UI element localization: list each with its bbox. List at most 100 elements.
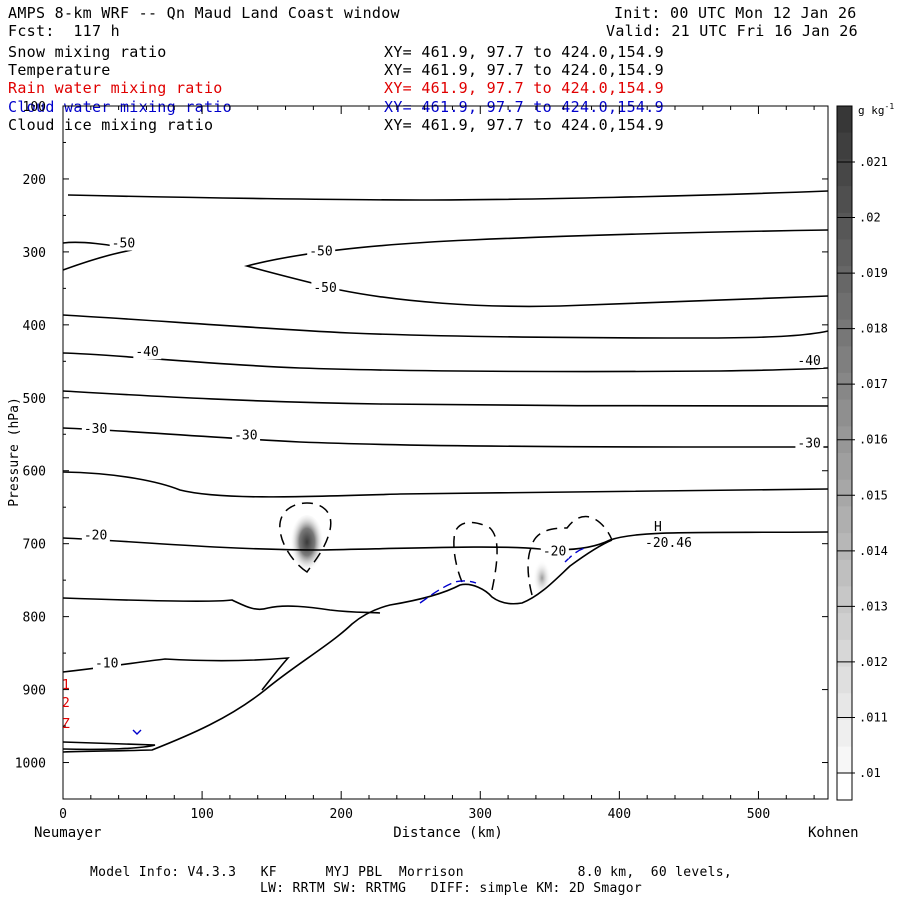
y-tick-label: 600 bbox=[23, 465, 46, 480]
x-axis-title: Distance (km) bbox=[393, 825, 503, 841]
high-marker-label: H bbox=[654, 520, 662, 535]
x-tick-label: 0 bbox=[59, 807, 67, 822]
colorbar-level-label: .01 bbox=[859, 766, 881, 780]
colorbar-swatch bbox=[837, 212, 852, 240]
x-tick-label: 500 bbox=[747, 807, 770, 822]
colorbar-level-label: .018 bbox=[859, 322, 888, 336]
colorbar-level-label: .019 bbox=[859, 266, 888, 280]
isotherm-line bbox=[67, 190, 829, 201]
model-info-line2: LW: RRTM SW: RRTMG DIFF: simple KM: 2D S… bbox=[260, 881, 642, 896]
isotherm-label: -30 bbox=[84, 422, 107, 437]
colorbar-swatch bbox=[837, 506, 852, 534]
field-name-temperature: Temperature bbox=[8, 61, 111, 79]
field-name-cloud-ice: Cloud ice mixing ratio bbox=[8, 116, 214, 134]
colorbar-level-label: .011 bbox=[859, 710, 888, 724]
cloud-water-contour bbox=[419, 580, 477, 604]
isotherm-label-bg bbox=[81, 528, 110, 543]
colorbar-swatch bbox=[837, 132, 852, 160]
colorbar-level-label: .021 bbox=[859, 155, 888, 169]
right-endpoint-label: Kohnen bbox=[808, 825, 859, 841]
isotherm-line bbox=[62, 390, 829, 407]
colorbar-swatch bbox=[837, 533, 852, 561]
field-xy-temperature: XY= 461.9, 97.7 to 424.0,154.9 bbox=[384, 61, 664, 79]
snow-contour-left bbox=[279, 502, 332, 574]
isotherm-label-bg bbox=[795, 353, 824, 368]
isotherm-label: -30 bbox=[234, 428, 257, 443]
colorbar-level-label: .02 bbox=[859, 211, 881, 225]
forecast-hour: Fcst: 117 h bbox=[8, 22, 120, 40]
isotherm-label: -50 bbox=[112, 237, 135, 252]
isotherm-line bbox=[62, 427, 828, 448]
colorbar-swatch bbox=[837, 773, 852, 801]
colorbar-swatch bbox=[837, 372, 852, 401]
field-name-snow: Snow mixing ratio bbox=[8, 43, 167, 61]
isotherm-label-bg bbox=[795, 436, 824, 451]
isotherm-label-bg bbox=[311, 281, 340, 296]
colorbar-frame bbox=[836, 105, 853, 801]
colorbar-swatch bbox=[837, 586, 852, 614]
y-tick-label: 400 bbox=[23, 319, 46, 334]
colorbar-swatch bbox=[837, 106, 852, 134]
colorbar-swatch bbox=[837, 559, 852, 587]
isotherm-line bbox=[243, 229, 829, 308]
field-xy-cloud-water: XY= 461.9, 97.7 to 424.0,154.9 bbox=[384, 98, 664, 116]
y-axis-title: Pressure (hPa) bbox=[7, 397, 22, 507]
colorbar-level-label: .014 bbox=[859, 544, 888, 558]
colorbar-swatch bbox=[837, 746, 852, 774]
y-tick-label: 900 bbox=[23, 684, 46, 699]
isotherm-label-bg bbox=[133, 345, 162, 360]
left-endpoint-label: Neumayer bbox=[34, 825, 101, 841]
isotherm-label: -30 bbox=[797, 436, 820, 451]
colorbar-units: g kg-1 bbox=[858, 102, 894, 117]
y-tick-label: 100 bbox=[23, 100, 46, 115]
colorbar-swatch bbox=[837, 693, 852, 721]
y-tick-label: 800 bbox=[23, 611, 46, 626]
rain-mark-1: 1 bbox=[62, 678, 70, 693]
field-name-cloud-water: Cloud water mixing ratio bbox=[8, 98, 232, 116]
colorbar-level-label: .017 bbox=[859, 377, 888, 391]
rain-mark-3: Z bbox=[62, 717, 70, 732]
y-tick-label: 200 bbox=[23, 173, 46, 188]
snow-contour-middle bbox=[453, 521, 498, 591]
colorbar-swatch bbox=[837, 319, 852, 347]
colorbar-swatch bbox=[837, 346, 852, 374]
colorbar-swatch bbox=[837, 453, 852, 481]
isotherm-label: -40 bbox=[797, 354, 820, 369]
x-tick-label: 200 bbox=[329, 807, 352, 822]
chart-title: AMPS 8-km WRF -- Qn Maud Land Coast wind… bbox=[8, 4, 400, 22]
y-tick-label: 300 bbox=[23, 246, 46, 261]
cloud-water-contour bbox=[564, 547, 586, 563]
isotherm-label: -40 bbox=[135, 345, 158, 360]
model-info-line1: Model Info: V4.3.3 KF MYJ PBL Morrison 8… bbox=[90, 865, 733, 880]
colorbar-swatch bbox=[837, 479, 852, 507]
isotherm-label: -50 bbox=[313, 281, 336, 296]
high-marker-value: -20.46 bbox=[645, 536, 692, 551]
y-tick-label: 700 bbox=[23, 538, 46, 553]
colorbar-swatch bbox=[837, 239, 852, 267]
valid-time: Valid: 21 UTC Fri 16 Jan 26 bbox=[606, 22, 858, 40]
plot-frame bbox=[62, 105, 829, 800]
isotherm-label: -50 bbox=[309, 245, 332, 260]
colorbar-swatch bbox=[837, 159, 852, 187]
rain-mark-2: 2 bbox=[62, 696, 70, 711]
colorbar-swatch bbox=[837, 613, 852, 641]
snow-contour-right bbox=[527, 515, 613, 596]
isotherm-label: -20 bbox=[543, 544, 566, 559]
snow-shade-core bbox=[290, 515, 324, 575]
isotherm-line bbox=[62, 597, 381, 614]
x-tick-label: 300 bbox=[469, 807, 492, 822]
isotherm-line bbox=[62, 352, 829, 373]
isotherm-label: -10 bbox=[95, 657, 118, 672]
isotherm-label-bg bbox=[540, 544, 569, 559]
colorbar-swatch bbox=[837, 266, 852, 294]
colorbar-swatch bbox=[837, 186, 852, 214]
colorbar-level-label: .012 bbox=[859, 655, 888, 669]
colorbar-level-label: .013 bbox=[859, 599, 888, 613]
field-xy-rain: XY= 461.9, 97.7 to 424.0,154.9 bbox=[384, 79, 664, 97]
colorbar-swatch bbox=[837, 399, 852, 427]
y-tick-label: 1000 bbox=[15, 757, 46, 772]
x-tick-label: 400 bbox=[608, 807, 631, 822]
y-tick-label: 500 bbox=[23, 392, 46, 407]
x-tick-label: 100 bbox=[190, 807, 213, 822]
